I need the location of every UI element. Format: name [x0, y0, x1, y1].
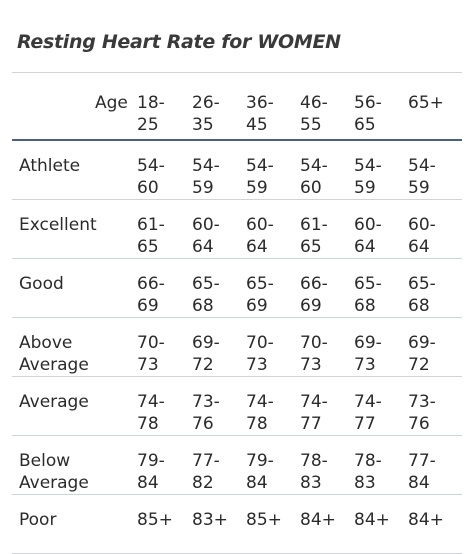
table-cell: 74- 78 — [246, 392, 274, 434]
table-cell: 74- 78 — [137, 392, 165, 434]
table-cell: 60- 64 — [408, 215, 436, 257]
table-cell: 54- 59 — [408, 156, 436, 198]
age-group-65-plus: 65+ — [408, 93, 444, 113]
table-cell: 54- 59 — [192, 156, 220, 198]
table-title: Resting Heart Rate for WOMEN — [17, 31, 341, 53]
age-group-56-65: 56- 65 — [354, 93, 382, 135]
heart-rate-table: Age 18- 25 26- 35 36- 45 46- 55 56- 65 65+ At… — [12, 72, 462, 554]
table-cell: 65- 68 — [192, 274, 220, 316]
table-cell: 85+ — [246, 510, 282, 530]
table-cell: 78- 83 — [354, 451, 382, 493]
table-row: Good 66- 69 65- 68 65- 69 66- 69 65- 68 65- 68 — [12, 258, 462, 317]
table-row: Average 74- 78 73- 76 74- 78 74- 77 74- 77 73… — [12, 376, 462, 435]
age-group-46-55: 46- 55 — [300, 93, 328, 135]
table-row: Below Average 79- 84 77- 82 79- 84 78- 83 78-… — [12, 435, 462, 494]
table-cell: 69- 72 — [192, 333, 220, 375]
row-label: Excellent — [19, 215, 97, 235]
table-cell: 78- 83 — [300, 451, 328, 493]
table-cell: 54- 59 — [246, 156, 274, 198]
row-label: Above Average — [19, 333, 89, 375]
table-cell: 73- 76 — [192, 392, 220, 434]
table-cell: 77- 84 — [408, 451, 436, 493]
table-cell: 69- 72 — [408, 333, 436, 375]
table-cell: 54- 60 — [300, 156, 328, 198]
row-label: Poor — [19, 510, 57, 530]
age-group-26-35: 26- 35 — [192, 93, 220, 135]
age-group-18-25: 18- 25 — [137, 93, 165, 135]
table-cell: 79- 84 — [137, 451, 165, 493]
row-label: Average — [19, 392, 89, 412]
table-cell: 74- 77 — [300, 392, 328, 434]
table-cell: 83+ — [192, 510, 228, 530]
table-cell: 65- 69 — [246, 274, 274, 316]
table-cell: 84+ — [408, 510, 444, 530]
table-cell: 84+ — [354, 510, 390, 530]
table-cell: 65- 68 — [408, 274, 436, 316]
table-cell: 79- 84 — [246, 451, 274, 493]
table-row: Excellent 61- 65 60- 64 60- 64 61- 65 60- 64 … — [12, 199, 462, 258]
table-cell: 61- 65 — [137, 215, 165, 257]
table-cell: 70- 73 — [137, 333, 165, 375]
table-cell: 54- 59 — [354, 156, 382, 198]
table-cell: 60- 64 — [354, 215, 382, 257]
table-cell: 60- 64 — [192, 215, 220, 257]
table-cell: 54- 60 — [137, 156, 165, 198]
table-cell: 69- 73 — [354, 333, 382, 375]
table-cell: 65- 68 — [354, 274, 382, 316]
table-cell: 77- 82 — [192, 451, 220, 493]
table-cell: 61- 65 — [300, 215, 328, 257]
table-row: Poor 85+ 83+ 85+ 84+ 84+ 84+ — [12, 494, 462, 554]
row-label: Good — [19, 274, 64, 294]
age-group-36-45: 36- 45 — [246, 93, 274, 135]
row-label: Athlete — [19, 156, 81, 176]
table-cell: 74- 77 — [354, 392, 382, 434]
row-label: Below Average — [19, 451, 89, 493]
age-header-label: Age — [95, 93, 128, 113]
table-header-row: Age 18- 25 26- 35 36- 45 46- 55 56- 65 65+ — [12, 72, 462, 141]
table-cell: 60- 64 — [246, 215, 274, 257]
table-cell: 85+ — [137, 510, 173, 530]
table-cell: 73- 76 — [408, 392, 436, 434]
table-cell: 70- 73 — [246, 333, 274, 375]
table-row: Athlete 54- 60 54- 59 54- 59 54- 60 54- 59 54… — [12, 141, 462, 199]
table-cell: 84+ — [300, 510, 336, 530]
table-cell: 66- 69 — [300, 274, 328, 316]
table-cell: 66- 69 — [137, 274, 165, 316]
table-cell: 70- 73 — [300, 333, 328, 375]
table-row: Above Average 70- 73 69- 72 70- 73 70- 73 69-… — [12, 317, 462, 376]
